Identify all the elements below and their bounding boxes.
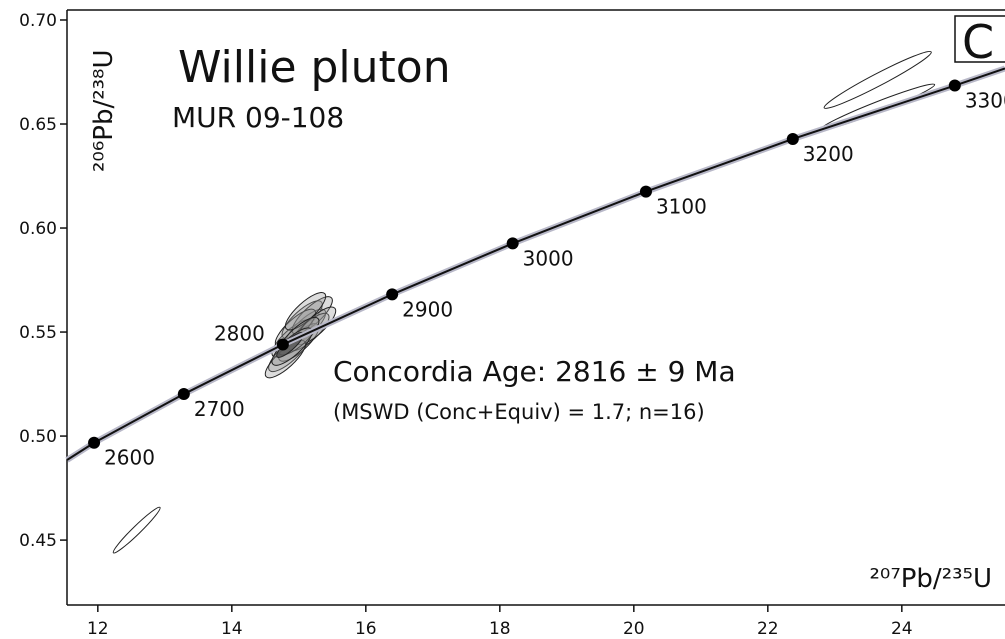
- age-point: [506, 237, 519, 250]
- error-ellipse: [823, 50, 932, 109]
- x-tick-label: 16: [355, 619, 377, 639]
- y-tick-label: 0.50: [19, 427, 57, 447]
- age-label: 2800: [214, 322, 265, 346]
- x-tick-label: 20: [623, 619, 645, 639]
- x-tick-label: 12: [87, 619, 109, 639]
- age-label: 3100: [656, 195, 707, 219]
- age-point: [786, 132, 799, 145]
- y-tick-label: 0.65: [19, 115, 57, 135]
- age-label: 2600: [104, 446, 155, 470]
- age-point: [948, 79, 961, 92]
- y-tick-label: 0.55: [19, 323, 57, 343]
- age-point: [276, 338, 289, 351]
- y-axis-label: ²⁰⁶Pb/²³⁸U: [89, 49, 119, 172]
- age-label: 3200: [803, 142, 854, 166]
- age-point: [386, 288, 399, 301]
- concordia-curve: [66, 67, 1005, 461]
- x-tick-label: 18: [489, 619, 511, 639]
- age-label: 2700: [194, 397, 245, 421]
- panel-label: C: [962, 15, 994, 69]
- annotation: (MSWD (Conc+Equiv) = 1.7; n=16): [333, 400, 705, 424]
- x-tick-label: 14: [221, 619, 243, 639]
- age-point: [639, 185, 652, 198]
- age-label: 3000: [523, 246, 574, 270]
- chart-title: Willie pluton: [178, 42, 451, 93]
- age-point: [88, 436, 101, 449]
- chart-subtitle: MUR 09-108: [172, 101, 344, 134]
- panel-box: [954, 15, 1005, 63]
- age-label: 3300: [965, 89, 1005, 113]
- x-tick-label: 24: [891, 619, 913, 639]
- y-tick-label: 0.60: [19, 219, 57, 239]
- age-point: [177, 388, 190, 401]
- y-tick-label: 0.45: [19, 531, 57, 551]
- x-tick-label: 22: [757, 619, 779, 639]
- age-label: 2900: [402, 297, 453, 321]
- y-tick-label: 0.70: [19, 11, 57, 31]
- annotation: Concordia Age: 2816 ± 9 Ma: [333, 355, 736, 388]
- error-ellipse: [112, 506, 161, 554]
- x-axis-label: ²⁰⁷Pb/²³⁵U: [869, 564, 992, 594]
